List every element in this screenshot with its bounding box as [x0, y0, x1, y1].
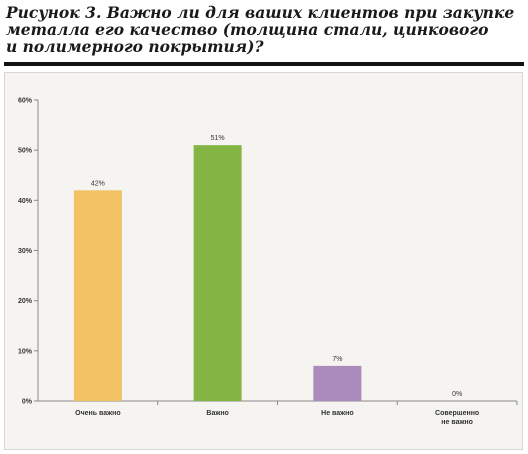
x-tick-label: Совершенно [435, 410, 479, 417]
data-label: 7% [332, 356, 342, 363]
data-label: 42% [91, 180, 105, 187]
x-tick-label: Не важно [321, 410, 353, 417]
x-tick-label: Важно [206, 410, 228, 417]
title-divider [4, 62, 524, 66]
y-tick-label: 40% [18, 198, 33, 205]
x-tick-label: не важно [441, 419, 473, 426]
figure-title-line: металла его качество (толщина стали, цин… [6, 20, 489, 39]
figure-title-line: и полимерного покрытия)? [6, 37, 264, 56]
bar [313, 365, 362, 401]
y-tick-label: 50% [18, 148, 33, 155]
y-tick-label: 60% [18, 98, 33, 105]
bar-chart: 0% 10% 20% 30% 40% 50% 60% 42% Очень важно 51% Важ… [18, 98, 518, 426]
bar [73, 190, 122, 401]
chart-panel: 0% 10% 20% 30% 40% 50% 60% 42% Очень важно 51% Важ… [4, 72, 523, 450]
y-tick-label: 30% [18, 248, 33, 255]
y-tick-label: 0% [22, 399, 33, 406]
y-tick-label: 20% [18, 298, 33, 305]
figure-title: Рисунок 3. Важно ли для ваших клиентов п… [6, 4, 516, 55]
data-label: 51% [211, 135, 225, 142]
x-tick-label: Очень важно [75, 410, 120, 417]
y-tick-label: 10% [18, 348, 33, 355]
figure-title-line: Рисунок 3. Важно ли для ваших клиентов п… [6, 3, 515, 22]
bar [193, 145, 242, 401]
data-label: 0% [452, 391, 462, 398]
